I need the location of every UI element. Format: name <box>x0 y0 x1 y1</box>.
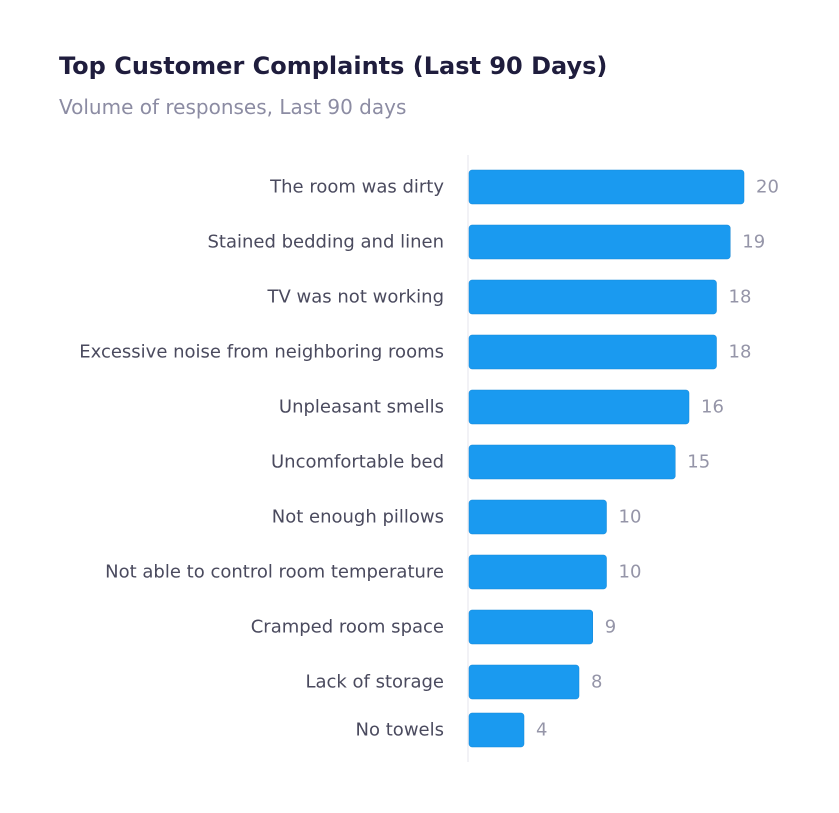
bar <box>468 499 607 535</box>
category-label: The room was dirty <box>269 177 444 198</box>
bar <box>468 279 717 315</box>
category-label: Cramped room space <box>251 617 444 638</box>
bar <box>468 664 580 700</box>
bar <box>468 712 525 748</box>
chart-title: Top Customer Complaints (Last 90 Days) <box>59 52 608 80</box>
category-label: Unpleasant smells <box>279 397 444 418</box>
category-label: TV was not working <box>267 287 444 308</box>
bar <box>468 444 676 480</box>
category-label: Not enough pillows <box>272 507 444 528</box>
value-label: 19 <box>742 232 765 253</box>
category-label: Excessive noise from neighboring rooms <box>79 342 444 363</box>
category-label: Uncomfortable bed <box>271 452 444 473</box>
bar <box>468 169 745 205</box>
value-label: 10 <box>619 562 642 583</box>
bar <box>468 334 717 370</box>
bar <box>468 609 593 645</box>
bar <box>468 554 607 590</box>
category-label: Not able to control room temperature <box>105 562 444 583</box>
value-label: 4 <box>536 720 547 741</box>
category-label: Stained bedding and linen <box>207 232 444 253</box>
bar <box>468 224 731 260</box>
value-label: 18 <box>729 342 752 363</box>
value-label: 16 <box>701 397 724 418</box>
category-label: Lack of storage <box>305 672 444 693</box>
value-label: 10 <box>619 507 642 528</box>
value-label: 18 <box>729 287 752 308</box>
value-label: 20 <box>756 177 779 198</box>
value-label: 8 <box>591 672 602 693</box>
category-label: No towels <box>356 720 444 741</box>
value-label: 15 <box>687 452 710 473</box>
chart-subtitle: Volume of responses, Last 90 days <box>59 95 407 119</box>
bar <box>468 389 690 425</box>
value-label: 9 <box>605 617 616 638</box>
